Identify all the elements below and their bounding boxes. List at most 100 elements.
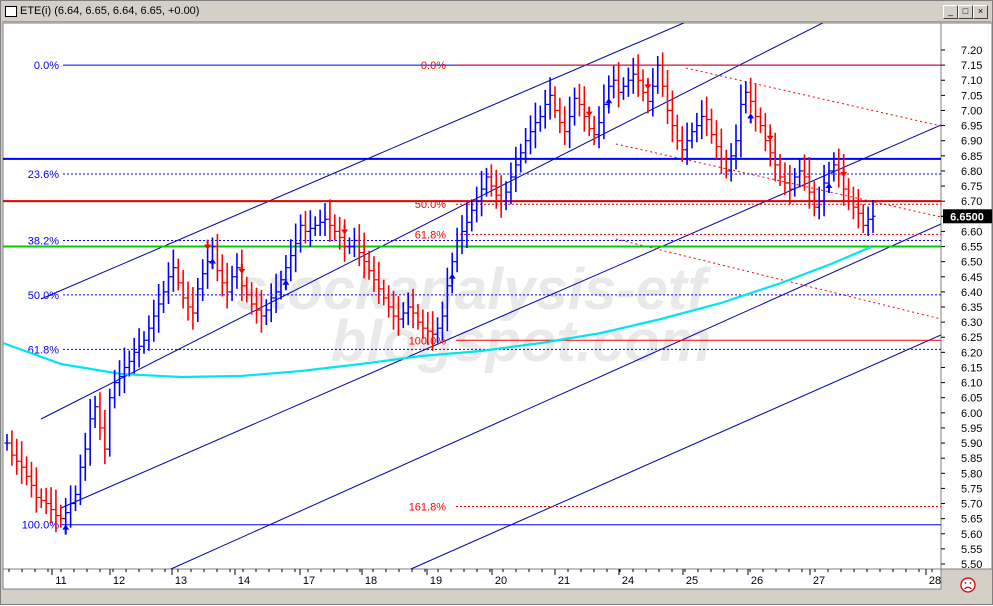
price-bar <box>190 287 196 330</box>
price-bar <box>376 261 382 304</box>
price-bar <box>249 282 255 315</box>
price-bar <box>679 126 685 162</box>
price-bar <box>332 214 338 241</box>
price-bar <box>630 57 636 94</box>
y-tick-label: 6.45 <box>961 272 982 284</box>
close-button[interactable]: × <box>973 5 988 19</box>
price-bar <box>596 106 602 149</box>
y-tick-label: 6.15 <box>961 362 982 374</box>
price-bar <box>542 89 548 129</box>
buy-signal-arrow <box>825 182 833 193</box>
price-bar <box>797 158 803 188</box>
y-tick-label: 6.95 <box>961 121 982 133</box>
price-bar <box>454 227 460 273</box>
x-tick-label: 25 <box>686 575 698 587</box>
price-bar <box>107 388 113 457</box>
sell-signal-arrow <box>840 167 848 178</box>
status-face-icon <box>960 577 976 593</box>
price-bar <box>439 301 445 341</box>
price-bar <box>205 243 211 289</box>
down-channel-line <box>685 67 941 127</box>
price-bar <box>312 216 318 236</box>
price-bar <box>430 311 436 351</box>
minimize-button[interactable]: _ <box>943 5 958 19</box>
price-bar <box>273 273 279 314</box>
price-bar <box>660 52 666 97</box>
price-bar <box>371 256 377 292</box>
price-bar <box>77 454 83 506</box>
price-bar <box>753 83 759 132</box>
x-tick-label: 11 <box>55 575 66 587</box>
price-bar <box>151 299 157 342</box>
price-bar <box>655 56 661 94</box>
price-bar <box>552 86 558 119</box>
buy-signal-arrow <box>62 524 70 535</box>
price-bar <box>112 369 118 409</box>
price-bar <box>293 223 299 273</box>
buy-signal-arrow <box>448 273 456 284</box>
price-bar <box>53 489 59 533</box>
price-bar <box>38 488 44 509</box>
watermark-line-2: blogspot.com <box>331 309 711 374</box>
price-bar <box>351 227 357 258</box>
plot-layer: 0.0% 23.6% 38.2% 50.0% 61.8% 100.0% 0.0% 50.0% 6… <box>3 23 941 569</box>
price-bar <box>581 86 587 132</box>
y-tick-label: 6.00 <box>961 408 982 420</box>
price-bar <box>616 62 622 108</box>
price-bar <box>792 167 798 197</box>
price-bar <box>508 162 514 205</box>
price-bar <box>337 216 343 250</box>
price-bar <box>821 164 827 217</box>
price-bar <box>19 441 25 484</box>
price-bar <box>459 215 465 255</box>
price-bar <box>136 328 142 368</box>
price-bar <box>415 303 421 330</box>
price-bar <box>713 120 719 159</box>
price-bar <box>523 128 529 164</box>
price-bar <box>346 237 352 255</box>
price-bar <box>777 154 783 187</box>
price-bar <box>684 122 690 165</box>
y-tick-label: 6.75 <box>961 181 982 193</box>
x-tick-label: 17 <box>303 575 315 587</box>
fib-right-label: 61.8% <box>415 229 446 241</box>
price-bar <box>488 164 494 197</box>
maximize-button[interactable]: □ <box>958 5 973 19</box>
last-price-box <box>943 209 992 224</box>
price-bar <box>425 311 431 345</box>
price-bar <box>48 487 54 524</box>
price-bar <box>787 164 793 205</box>
sell-signal-arrow <box>204 239 212 250</box>
price-bar <box>562 106 568 146</box>
title-bar[interactable]: ETE(i) (6.64, 6.65, 6.64, 6.65, +0.00) _… <box>2 2 991 22</box>
price-bar <box>327 199 333 242</box>
watermark-line-1: stockanalysis-etf <box>236 257 712 322</box>
price-bar <box>855 189 861 229</box>
price-bar <box>175 258 181 291</box>
price-bar <box>728 143 734 182</box>
price-bar <box>718 128 724 174</box>
price-bar <box>161 280 167 314</box>
y-tick-label: 6.40 <box>961 287 982 299</box>
y-tick-label: 5.55 <box>961 544 982 556</box>
price-bar <box>572 87 578 126</box>
moving-average-line <box>3 245 872 379</box>
x-tick-label: 21 <box>558 575 570 587</box>
price-bar <box>464 202 470 249</box>
y-tick-label: 6.70 <box>961 196 982 208</box>
price-bar <box>689 122 695 149</box>
price-bar <box>126 350 132 377</box>
window-title: ETE(i) (6.64, 6.65, 6.64, 6.65, +0.00) <box>20 5 200 17</box>
price-bar <box>694 112 700 143</box>
price-bar <box>640 69 646 102</box>
price-bar <box>483 167 489 197</box>
price-bar <box>537 105 543 132</box>
y-tick-label: 6.55 <box>961 242 982 254</box>
last-price-label: 6.6500 <box>950 211 984 223</box>
price-bar <box>674 114 680 150</box>
price-bar <box>258 290 264 333</box>
price-bar <box>665 69 671 125</box>
price-bar <box>547 77 553 120</box>
price-bar <box>185 281 191 321</box>
price-bar <box>381 279 387 306</box>
